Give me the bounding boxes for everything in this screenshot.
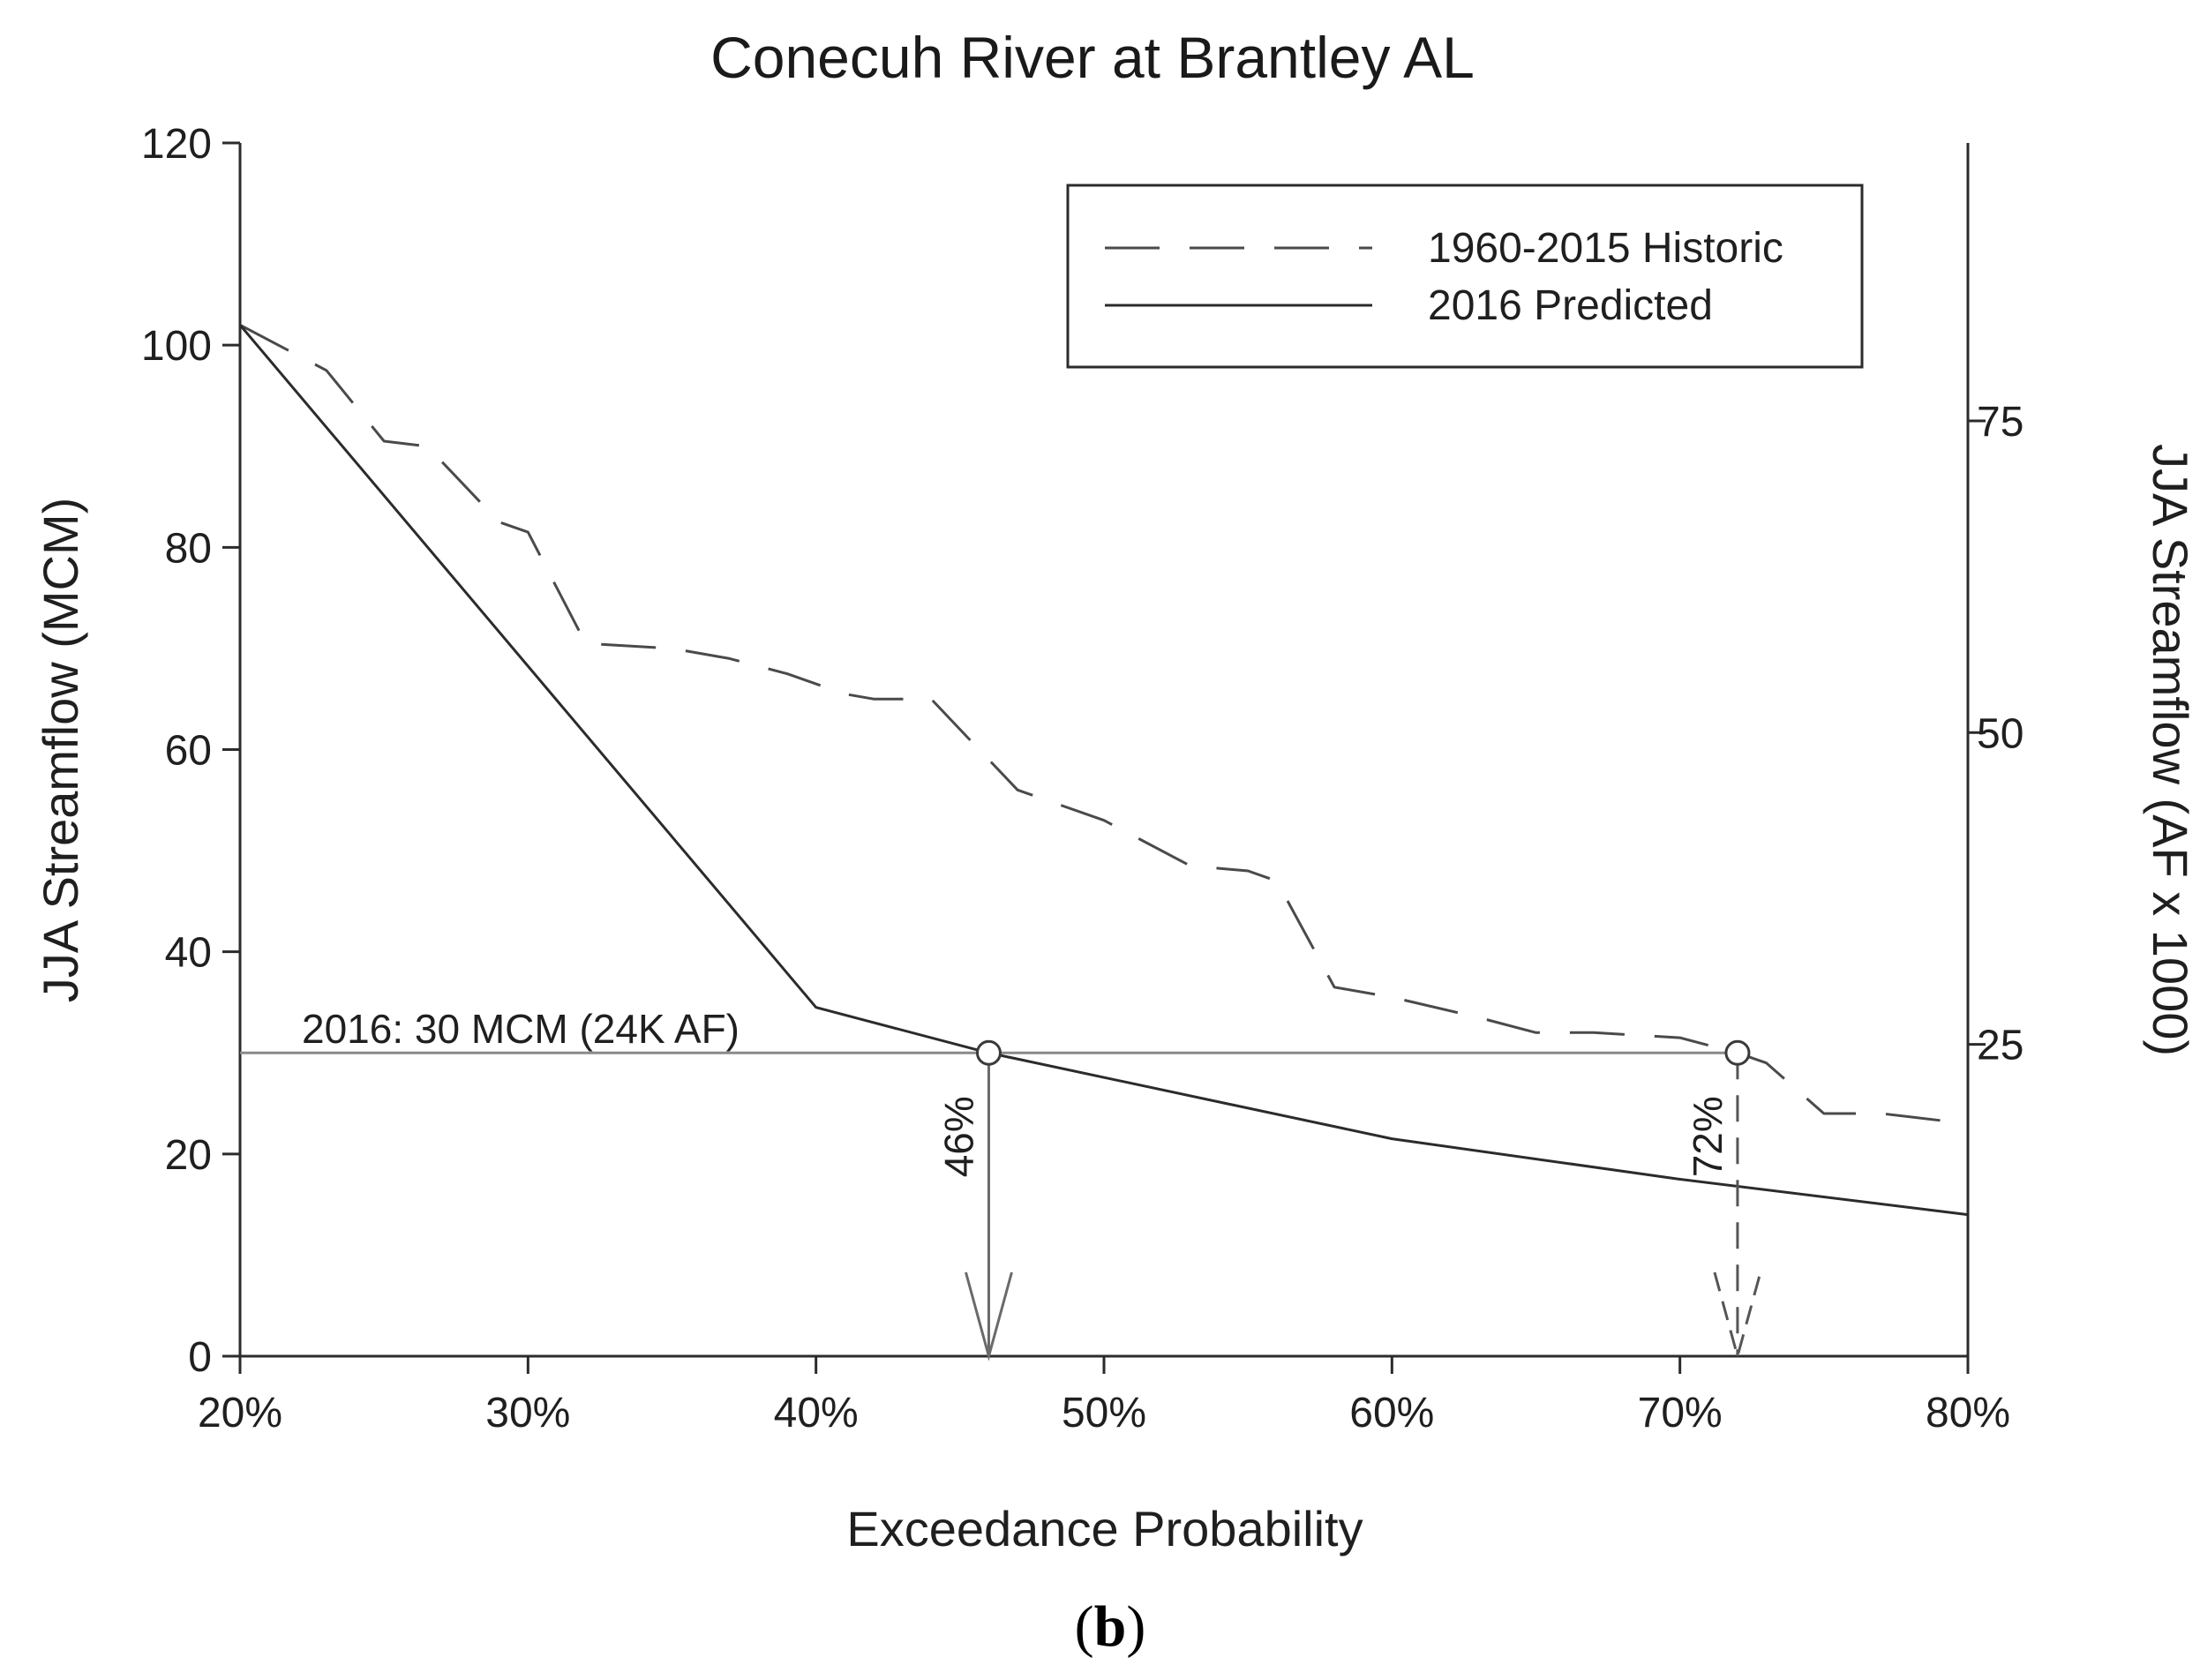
x-tick-label: 40% <box>774 1390 859 1436</box>
x-axis-ticks: 20% 30% 40% 50% 60% 70% 80% <box>198 1356 2010 1436</box>
y2-tick-label: 50 <box>1977 710 2024 757</box>
annotation-label: 46% <box>935 1096 981 1177</box>
y-tick-label: 20 <box>165 1132 212 1179</box>
y2-axis-label: JJA Streamflow (AF x 1000) <box>2143 444 2198 1056</box>
annotation-arrowhead <box>965 1271 1013 1361</box>
x-tick-label: 30% <box>485 1390 570 1436</box>
y-tick-label: 100 <box>141 323 212 370</box>
annotation-label: 72% <box>1685 1096 1731 1177</box>
x-tick-label: 80% <box>1926 1390 2010 1436</box>
legend-box <box>1066 184 1864 369</box>
legend-label-predicted: 2016 Predicted <box>1428 282 1713 329</box>
y2-axis-ticks: 25 50 75 <box>1968 399 2024 1069</box>
y-tick-label: 40 <box>165 930 212 977</box>
caption-letter: b <box>1094 1594 1127 1659</box>
caption-open-paren: ( <box>1075 1594 1094 1659</box>
figure-caption: (b) <box>1075 1594 1146 1659</box>
x-tick-label: 60% <box>1349 1390 1434 1436</box>
y2-tick-label: 75 <box>1977 399 2024 446</box>
x-tick-label: 20% <box>198 1390 282 1436</box>
chart-title: Conecuh River at Brantley AL <box>710 25 1475 90</box>
legend: 1960-2015 Historic 2016 Predicted <box>1066 184 1864 369</box>
y-tick-label: 60 <box>165 728 212 775</box>
x-tick-label: 50% <box>1062 1390 1146 1436</box>
y-axis-ticks: 0 20 40 60 80 100 120 <box>141 121 240 1381</box>
y-axis-label: JJA Streamflow (MCM) <box>33 498 88 1003</box>
reference-line-label: 2016: 30 MCM (24K AF) <box>302 1006 740 1052</box>
y-tick-label: 0 <box>188 1334 212 1381</box>
annotation-layer: 46% 72% <box>935 1039 1762 1361</box>
y2-tick-label: 25 <box>1977 1023 2024 1069</box>
series-layer <box>238 323 1969 1217</box>
x-axis-label: Exceedance Probability <box>846 1501 1363 1556</box>
y-tick-label: 120 <box>141 121 212 168</box>
x-tick-label: 70% <box>1638 1390 1723 1436</box>
annotation-marker <box>975 1039 1002 1066</box>
annotation-marker <box>1724 1039 1751 1066</box>
series-line-predicted <box>238 324 1969 1217</box>
legend-label-historic: 1960-2015 Historic <box>1428 225 1783 272</box>
caption-close-paren: ) <box>1126 1594 1145 1659</box>
y-tick-label: 80 <box>165 525 212 572</box>
series-line-historic <box>239 323 1969 1125</box>
